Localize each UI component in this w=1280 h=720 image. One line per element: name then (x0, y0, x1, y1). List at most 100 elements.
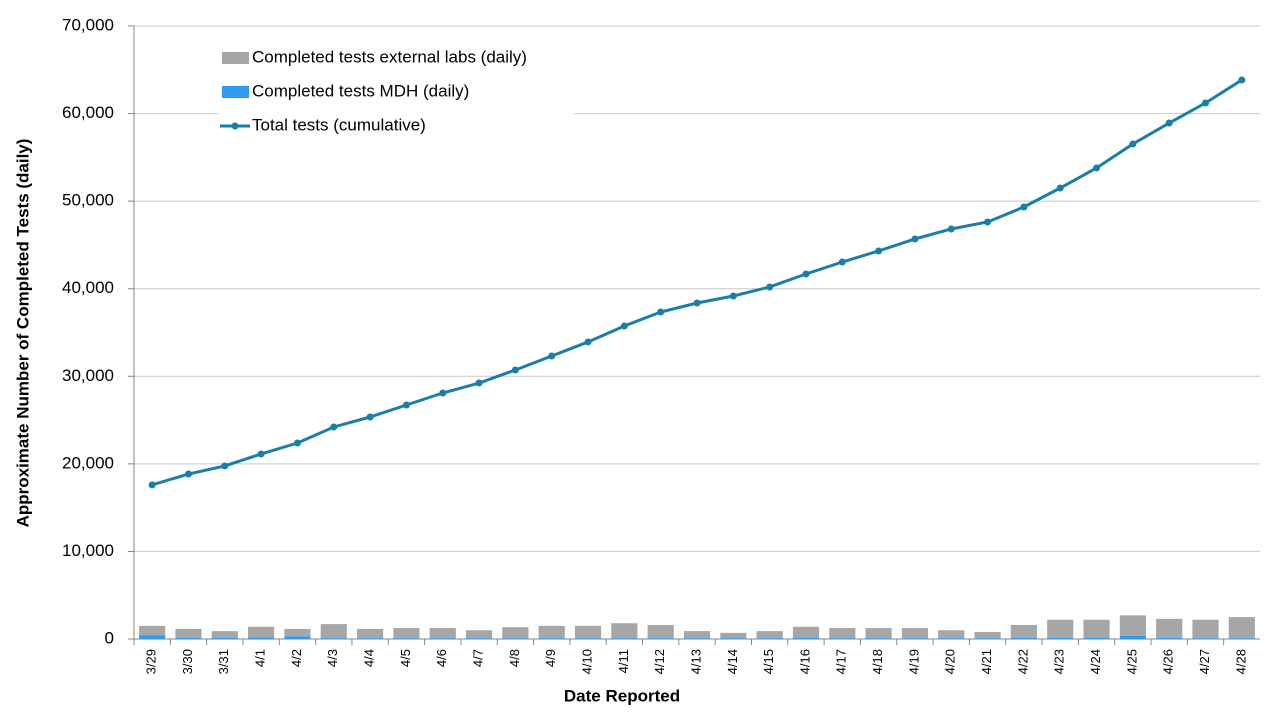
bar (1156, 618, 1183, 638)
legend-box (218, 40, 574, 142)
bar (465, 630, 493, 639)
bar (756, 638, 783, 639)
point (620, 322, 628, 330)
x-tick-label: 4/28 (1233, 649, 1248, 674)
y-tick-label: 40,000 (62, 278, 114, 297)
x-tick-label: 4/17 (834, 649, 849, 674)
bar (139, 635, 166, 639)
point (984, 218, 992, 226)
bar (357, 638, 384, 639)
bar (429, 638, 456, 639)
bar (284, 628, 311, 637)
point (257, 450, 265, 458)
bar (1083, 619, 1110, 638)
x-tick-label: 4/22 (1015, 649, 1030, 674)
y-tick-label: 70,000 (62, 15, 114, 34)
bar (611, 623, 638, 639)
bar (865, 638, 892, 639)
point (584, 338, 592, 346)
bar (574, 638, 602, 639)
bar (574, 625, 602, 639)
y-tick-label: 20,000 (62, 453, 114, 472)
point (366, 413, 374, 421)
bar (792, 637, 820, 639)
bar (683, 638, 711, 639)
x-tick-label: 4/5 (398, 649, 413, 667)
bar (248, 637, 275, 639)
bar (465, 638, 493, 639)
y-tick-label: 0 (105, 628, 114, 647)
x-tick-label: 4/10 (579, 649, 594, 674)
point (548, 352, 556, 360)
bar (792, 626, 820, 638)
point (911, 235, 919, 243)
bar (248, 626, 275, 638)
bar (1228, 638, 1255, 639)
bar (720, 632, 747, 639)
point (766, 283, 774, 291)
legend-label: Completed tests external labs (daily) (252, 47, 527, 66)
bar (901, 638, 929, 639)
bar (502, 638, 529, 639)
bar (938, 630, 965, 639)
bar (974, 638, 1001, 639)
bar (1010, 637, 1037, 639)
bar (538, 638, 565, 639)
x-tick-label: 3/31 (216, 649, 231, 674)
x-tick-label: 3/30 (180, 649, 195, 674)
bar (502, 627, 529, 639)
bar (1010, 624, 1037, 638)
x-tick-label: 4/4 (362, 649, 377, 667)
bar (320, 624, 347, 639)
bar (829, 638, 856, 639)
bar (538, 625, 565, 639)
bar (211, 637, 238, 639)
point (184, 470, 192, 478)
bar (1228, 617, 1255, 639)
x-tick-label: 4/27 (1197, 649, 1212, 674)
bar (1047, 619, 1074, 638)
x-tick-label: 4/12 (652, 649, 667, 674)
bar (320, 638, 347, 639)
bar (175, 628, 202, 638)
x-tick-label: 4/21 (979, 649, 994, 674)
point (1056, 184, 1064, 192)
point (511, 366, 519, 374)
x-tick-label: 4/9 (543, 649, 558, 667)
point (148, 481, 156, 489)
point (657, 308, 665, 316)
bar (647, 624, 674, 639)
y-tick-label: 50,000 (62, 191, 114, 210)
x-tick-label: 4/2 (289, 649, 304, 667)
bar (1119, 615, 1146, 636)
x-tick-label: 3/29 (144, 649, 159, 674)
point (802, 270, 810, 278)
bar (720, 638, 747, 639)
legend-swatch (222, 86, 249, 98)
x-tick-label: 4/13 (688, 649, 703, 674)
x-tick-label: 4/18 (870, 649, 885, 674)
bar (1047, 637, 1074, 639)
x-tick-label: 4/3 (325, 649, 340, 667)
point (439, 389, 447, 397)
x-tick-label: 4/24 (1088, 649, 1103, 674)
bar (175, 637, 202, 639)
bar (1192, 638, 1219, 639)
x-tick-label: 4/7 (471, 649, 486, 667)
x-tick-label: 4/8 (507, 649, 522, 667)
x-tick-label: 4/16 (797, 649, 812, 674)
bar (357, 628, 384, 639)
point (1202, 99, 1210, 107)
y-tick-label: 60,000 (62, 103, 114, 122)
bar (756, 631, 783, 639)
x-tick-label: 4/26 (1161, 649, 1176, 674)
bar (1156, 637, 1183, 639)
bar (611, 638, 638, 639)
point (293, 439, 301, 447)
x-axis-title: Date Reported (564, 686, 680, 705)
x-tick-label: 4/15 (761, 649, 776, 674)
bar (829, 628, 856, 639)
bar (1119, 635, 1146, 639)
x-tick-label: 4/23 (1052, 649, 1067, 674)
